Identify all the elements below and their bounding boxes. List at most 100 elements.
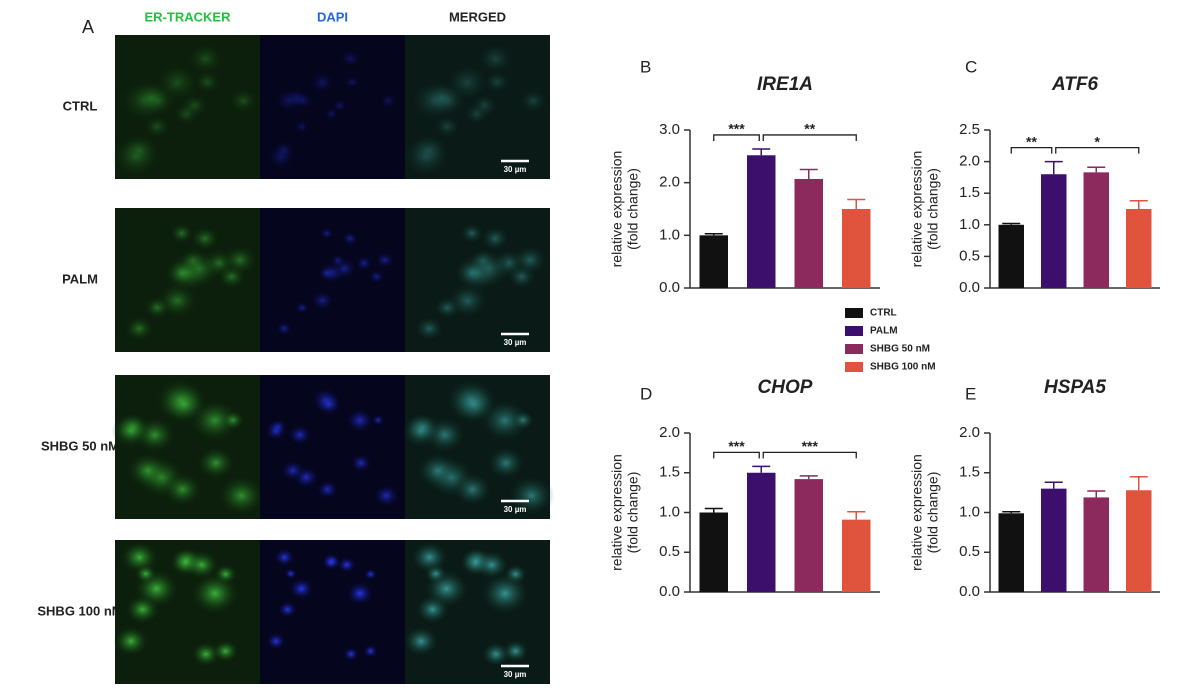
cell xyxy=(166,260,197,286)
cell xyxy=(309,71,335,94)
cell xyxy=(416,452,459,489)
significance-label: *** xyxy=(802,438,819,454)
cell xyxy=(518,88,548,114)
cell xyxy=(401,414,441,448)
cell xyxy=(459,223,484,244)
legend-label: CTRL xyxy=(870,308,897,319)
cell xyxy=(470,93,499,118)
cell xyxy=(342,646,360,662)
y-axis-label: (fold change) xyxy=(925,472,941,554)
cell xyxy=(341,231,359,246)
y-tick-label: 1.5 xyxy=(659,464,680,481)
panel-label: A xyxy=(82,17,94,37)
cell xyxy=(480,572,530,615)
bar xyxy=(699,235,728,288)
cell xyxy=(218,475,265,516)
bar xyxy=(699,512,728,592)
significance-label: *** xyxy=(728,121,745,137)
cell xyxy=(124,316,154,342)
cell xyxy=(363,568,378,581)
cell xyxy=(316,393,342,416)
cell xyxy=(273,548,296,567)
chart-title: HSPA5 xyxy=(1044,377,1106,398)
cell xyxy=(190,572,240,615)
significance-label: *** xyxy=(728,438,745,454)
cell xyxy=(453,472,492,507)
panel-label: E xyxy=(965,384,976,403)
panel-label: C xyxy=(965,57,977,76)
bar xyxy=(1083,172,1109,288)
y-axis-label: relative expression xyxy=(609,454,625,571)
cell xyxy=(294,119,310,134)
y-tick-label: 1.0 xyxy=(959,503,980,520)
cell xyxy=(415,594,450,625)
cell xyxy=(284,568,298,580)
cell xyxy=(350,453,372,473)
cell xyxy=(316,479,339,500)
cell xyxy=(212,639,239,663)
chart-title: ATF6 xyxy=(1051,74,1099,95)
y-axis-label: relative expression xyxy=(909,151,925,268)
cell xyxy=(508,475,555,516)
cell xyxy=(134,564,157,584)
row-label: SHBG 100 nM xyxy=(37,603,122,618)
bar xyxy=(747,472,776,592)
bar xyxy=(794,178,823,288)
cell xyxy=(483,70,511,94)
cell xyxy=(474,550,509,580)
panel-label: B xyxy=(640,57,651,76)
cell xyxy=(331,98,348,113)
significance-bracket xyxy=(713,134,760,141)
cell xyxy=(221,410,245,431)
bar xyxy=(747,155,776,288)
cell xyxy=(345,408,374,433)
cell xyxy=(373,484,400,508)
cell xyxy=(400,135,451,179)
cell xyxy=(380,93,397,109)
cell xyxy=(480,226,510,251)
cell xyxy=(113,626,149,657)
chart-title: IRE1A xyxy=(757,74,813,95)
column-header: MERGED xyxy=(449,9,506,24)
bar xyxy=(1083,497,1109,592)
scale-bar-label: 30 µm xyxy=(504,670,527,679)
cell xyxy=(187,43,224,75)
cell xyxy=(193,70,221,94)
y-tick-label: 0.0 xyxy=(659,583,680,600)
y-axis-label: (fold change) xyxy=(625,472,641,554)
cell xyxy=(184,550,219,580)
significance-label: ** xyxy=(804,121,815,137)
y-tick-label: 0.0 xyxy=(659,279,680,296)
y-tick-label: 2.0 xyxy=(659,174,680,191)
y-axis-label: relative expression xyxy=(909,454,925,571)
cell xyxy=(126,452,169,489)
y-tick-label: 1.0 xyxy=(659,226,680,243)
cell xyxy=(434,296,461,319)
bar xyxy=(998,513,1024,592)
cell xyxy=(132,81,171,114)
cell xyxy=(285,88,308,108)
cell xyxy=(190,226,220,251)
cell xyxy=(161,385,207,424)
bar xyxy=(842,519,871,592)
y-axis-label: (fold change) xyxy=(925,168,941,250)
bar xyxy=(1126,490,1152,592)
cell xyxy=(374,251,395,269)
column-header: DAPI xyxy=(317,9,348,24)
significance-bracket xyxy=(1055,146,1140,154)
cell xyxy=(125,594,160,625)
cell xyxy=(346,581,374,606)
cell xyxy=(163,472,202,507)
cell xyxy=(354,255,374,272)
bar xyxy=(998,224,1024,288)
cell xyxy=(320,227,334,240)
cell xyxy=(169,223,194,244)
y-tick-label: 3.0 xyxy=(659,121,680,138)
significance-label: ** xyxy=(1026,133,1037,149)
cell xyxy=(196,446,235,480)
y-tick-label: 0.0 xyxy=(959,279,980,296)
scale-bar-label: 30 µm xyxy=(504,165,527,174)
cell xyxy=(228,88,258,114)
y-tick-label: 2.5 xyxy=(959,121,980,138)
chart-title: CHOP xyxy=(758,377,813,398)
